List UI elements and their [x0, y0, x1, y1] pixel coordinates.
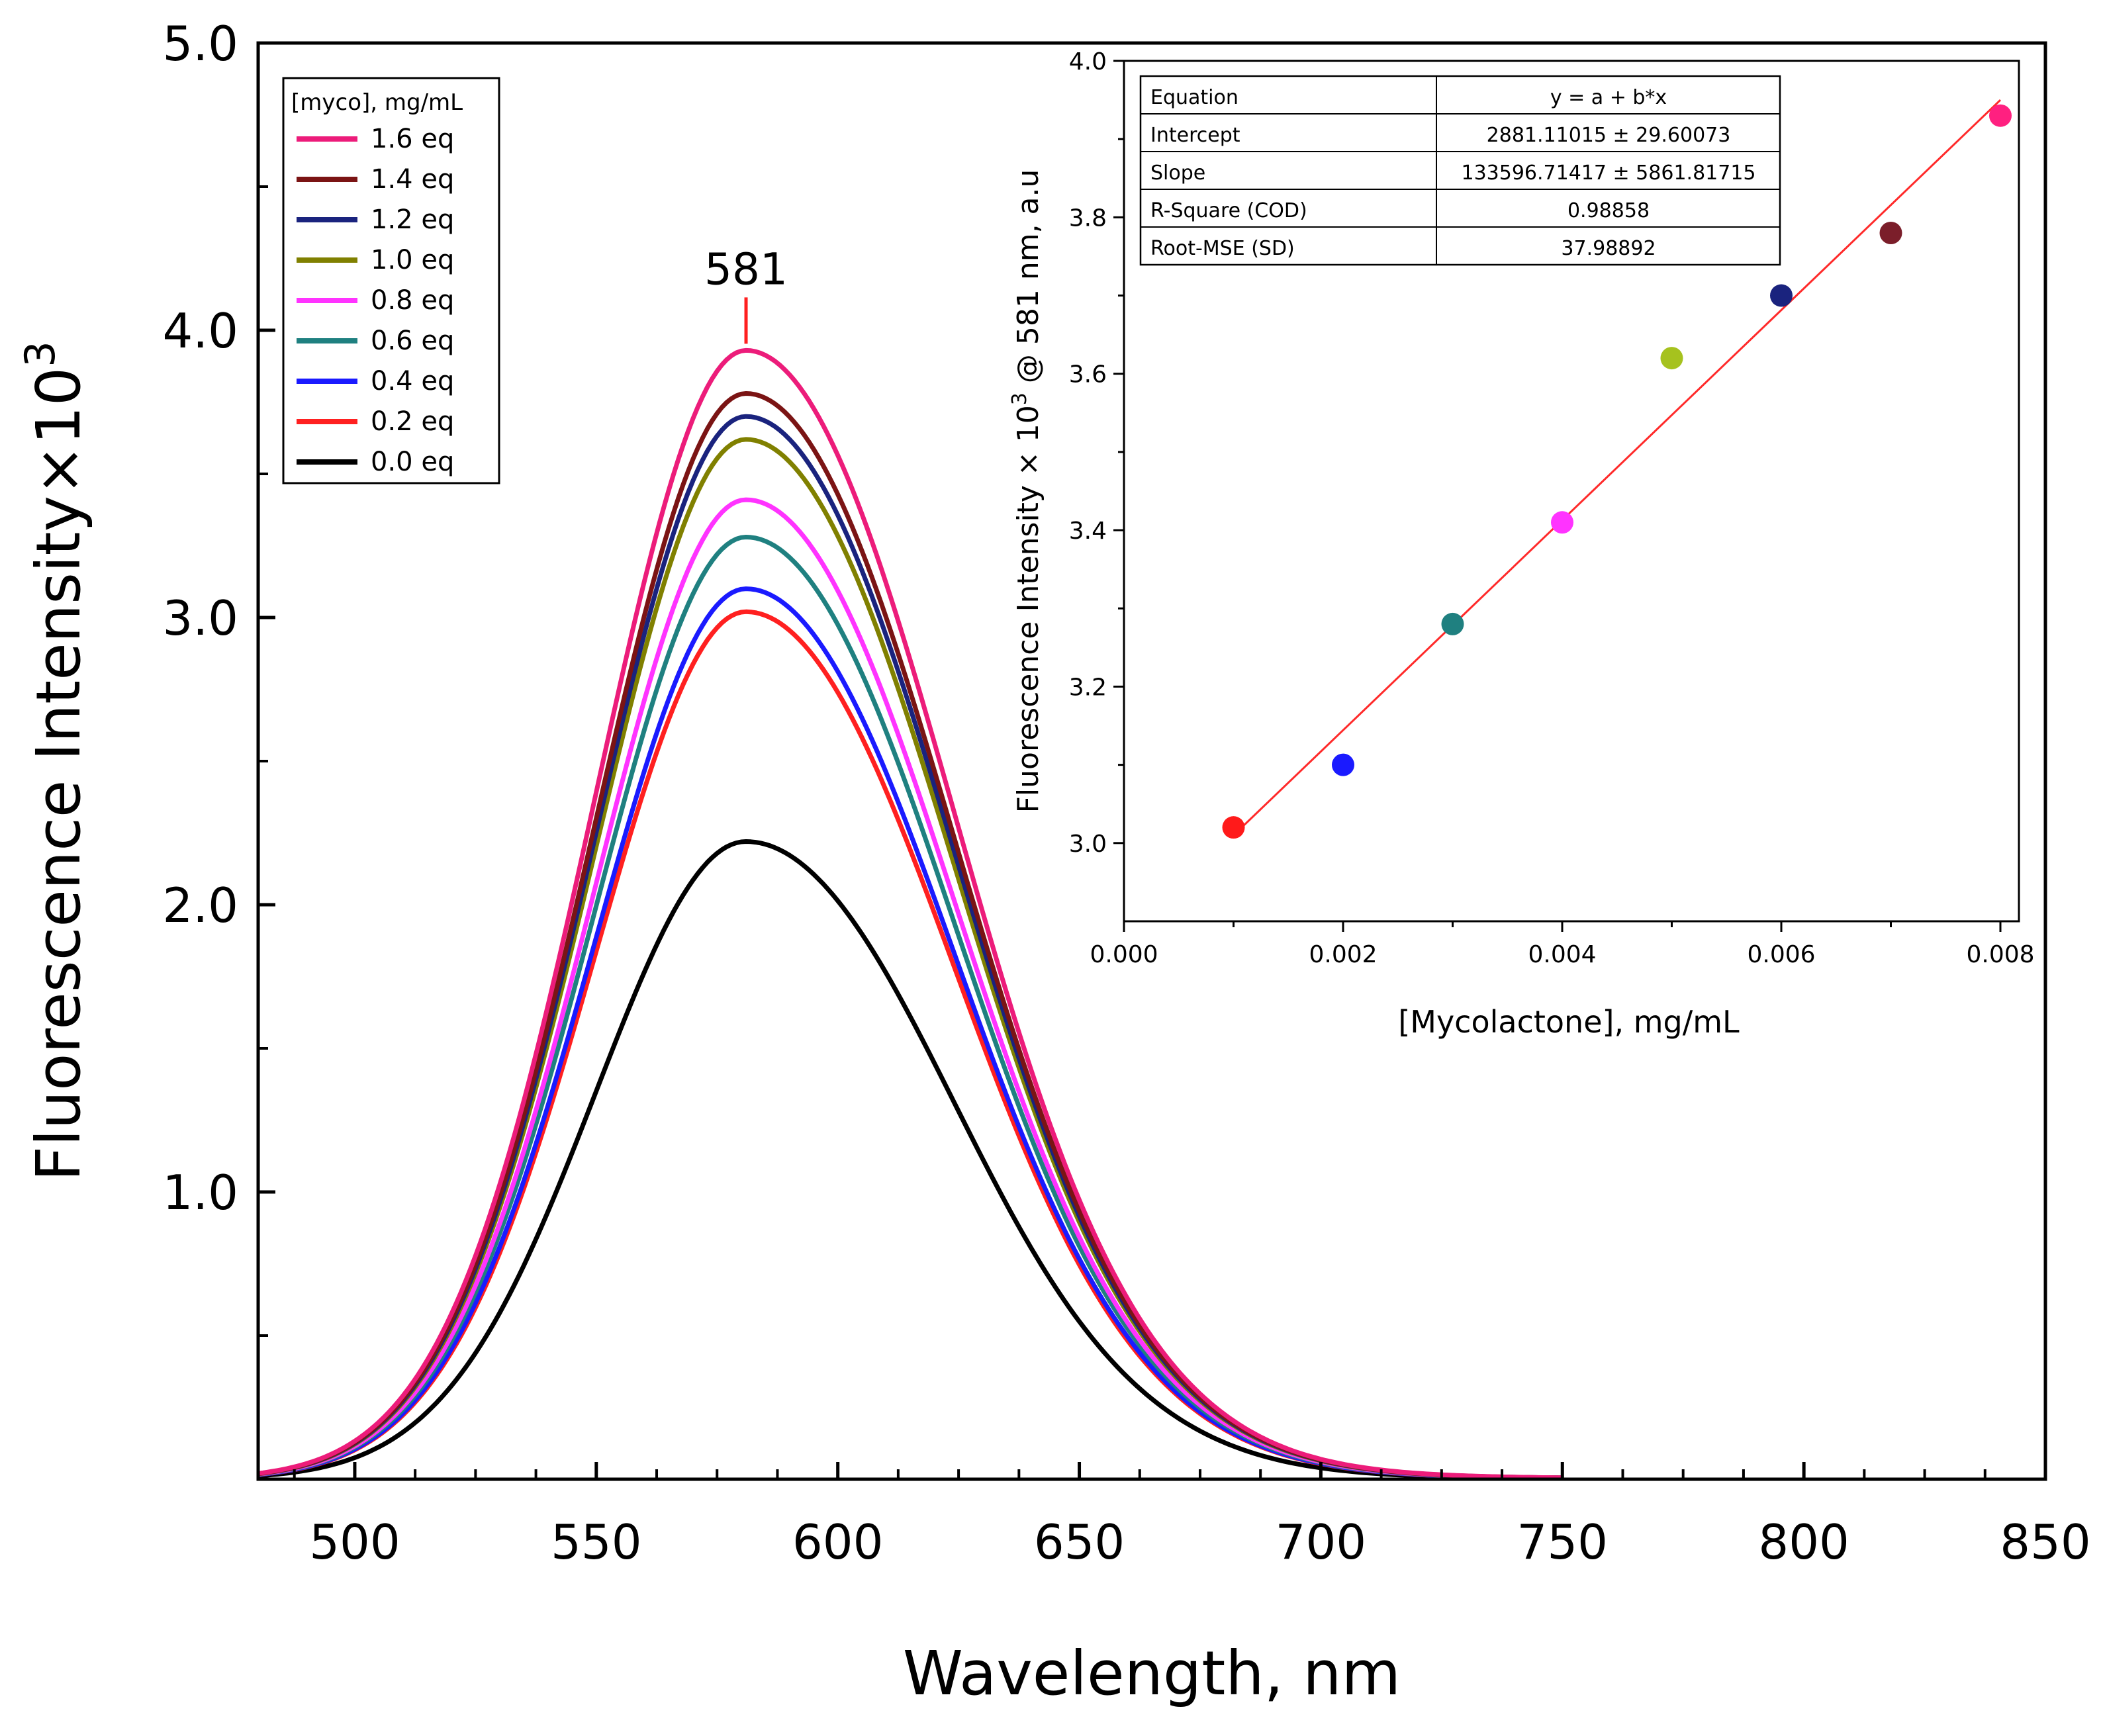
legend-label: 1.6 eq — [371, 124, 454, 154]
inset-data-point — [1332, 753, 1354, 776]
inset-data-point — [1879, 222, 1902, 244]
inset-data-point — [1770, 284, 1793, 307]
inset-y-axis-title: Fluorescence Intensity × 103 @ 581 nm, a… — [1008, 169, 1045, 813]
inset-y-tick-label: 3.8 — [1069, 205, 1107, 232]
stats-value-slope: 133596.71417 ± 5861.81715 — [1461, 161, 1755, 185]
stats-table-frame — [1139, 75, 1781, 266]
inset-data-point — [1222, 816, 1245, 839]
stats-label-root-mse: Root-MSE (SD) — [1150, 237, 1295, 260]
main-x-tick-label: 850 — [2000, 1514, 2090, 1570]
inset-x-tick-label: 0.002 — [1309, 941, 1377, 968]
legend-label: 1.0 eq — [371, 245, 454, 275]
main-x-tick-label: 600 — [792, 1514, 883, 1570]
legend-label: 0.8 eq — [371, 285, 454, 316]
legend-label: 0.4 eq — [371, 366, 454, 396]
main-y-tick-label: 5.0 — [162, 16, 238, 71]
spectrum-line-0_0-eq — [257, 839, 1563, 1481]
inset-y-tick-label: 4.0 — [1069, 48, 1107, 75]
inset-y-axis: 3.0 3.2 3.4 3.6 3.8 4.0 — [1069, 48, 1124, 858]
inset-x-tick-label: 0.004 — [1528, 941, 1596, 968]
inset-x-tick-label: 0.008 — [1966, 941, 2034, 968]
main-x-tick-label: 750 — [1517, 1514, 1608, 1570]
peak-label: 581 — [704, 244, 788, 295]
legend-label: 0.0 eq — [371, 447, 454, 477]
legend-title: [myco], mg/mL — [291, 89, 463, 116]
main-y-axis-title: Fluorescence Intensity×103 — [16, 341, 94, 1181]
inset-y-tick-label: 3.0 — [1069, 831, 1107, 858]
stats-label-r-square: R-Square (COD) — [1150, 199, 1307, 222]
main-x-axis: 500 550 600 650 700 750 800 850 — [293, 1462, 2091, 1570]
inset-data-point — [1660, 347, 1683, 370]
inset-x-tick-label: 0.006 — [1747, 941, 1815, 968]
inset-data-point — [1551, 511, 1573, 534]
legend-frame — [282, 77, 500, 484]
main-x-tick-label: 800 — [1758, 1514, 1849, 1570]
main-y-tick-label: 4.0 — [162, 303, 238, 359]
stats-label-slope: Slope — [1150, 161, 1205, 185]
inset-data-point — [1989, 104, 2012, 127]
main-y-tick-label: 2.0 — [162, 878, 238, 933]
legend-label: 1.2 eq — [371, 205, 454, 235]
legend-items: 1.6 eq 1.4 eq 1.2 eq 1.0 eq 0.8 eq 0.6 eq 0.4 … — [297, 124, 454, 477]
inset-y-tick-label: 3.4 — [1069, 518, 1107, 545]
stats-value-equation: y = a + b*x — [1550, 86, 1667, 109]
main-chart: 500 550 600 650 700 750 800 850 1.0 2.0 3.0 4.0 5.0… — [16, 16, 2091, 1709]
fit-statistics-table: Equation y = a + b*x Intercept 2881.1101… — [1139, 75, 1781, 266]
stats-value-r-square: 0.98858 — [1567, 199, 1650, 222]
main-y-axis: 1.0 2.0 3.0 4.0 5.0 — [162, 16, 275, 1337]
inset-x-tick-label: 0.000 — [1090, 941, 1158, 968]
inset-x-axis-title: [Mycolactone], mg/mL — [1398, 1004, 1740, 1040]
inset-y-axis-title-exponent: 3 — [1008, 392, 1031, 405]
main-y-axis-title-text: Fluorescence Intensity×10 — [23, 367, 94, 1181]
spectra-curves — [257, 347, 1563, 1481]
main-x-tick-label: 650 — [1034, 1514, 1125, 1570]
inset-data-points — [1222, 104, 2012, 839]
legend-label: 0.6 eq — [371, 326, 454, 356]
main-y-tick-label: 3.0 — [162, 590, 238, 646]
inset-y-tick-label: 3.2 — [1069, 674, 1107, 701]
inset-y-axis-title-suffix: @ 581 nm, a.u — [1011, 169, 1045, 393]
stats-value-root-mse: 37.98892 — [1561, 237, 1656, 260]
inset-x-axis: 0.000 0.002 0.004 0.006 0.008 — [1090, 921, 2035, 968]
inset-chart: 0.000 0.002 0.004 0.006 0.008 3.03.23.43.63.… — [1008, 48, 2035, 1040]
main-y-tick-label: 1.0 — [162, 1165, 238, 1220]
stats-label-equation: Equation — [1150, 86, 1238, 109]
inset-plot-frame — [1123, 60, 2020, 923]
main-x-tick-label: 500 — [309, 1514, 400, 1570]
main-x-axis-title: Wavelength, nm — [903, 1638, 1401, 1709]
main-x-tick-label: 700 — [1276, 1514, 1366, 1570]
inset-data-point — [1441, 612, 1464, 635]
legend: [myco], mg/mL 1.6 eq 1.4 eq 1.2 eq 1.0 eq 0.… — [282, 77, 500, 484]
stats-label-intercept: Intercept — [1150, 124, 1240, 147]
legend-label: 1.4 eq — [371, 164, 454, 195]
inset-y-tick-label: 3.6 — [1069, 361, 1107, 388]
linear-fit-line — [1233, 99, 2002, 837]
main-y-axis-title-exponent: 3 — [16, 341, 64, 367]
inset-y-axis-title-prefix: Fluorescence Intensity × 10 — [1011, 405, 1045, 813]
stats-value-intercept: 2881.11015 ± 29.60073 — [1487, 124, 1731, 147]
spectrum-line-1_6-eq — [257, 347, 1563, 1481]
legend-label: 0.2 eq — [371, 406, 454, 437]
main-x-tick-label: 550 — [551, 1514, 641, 1570]
